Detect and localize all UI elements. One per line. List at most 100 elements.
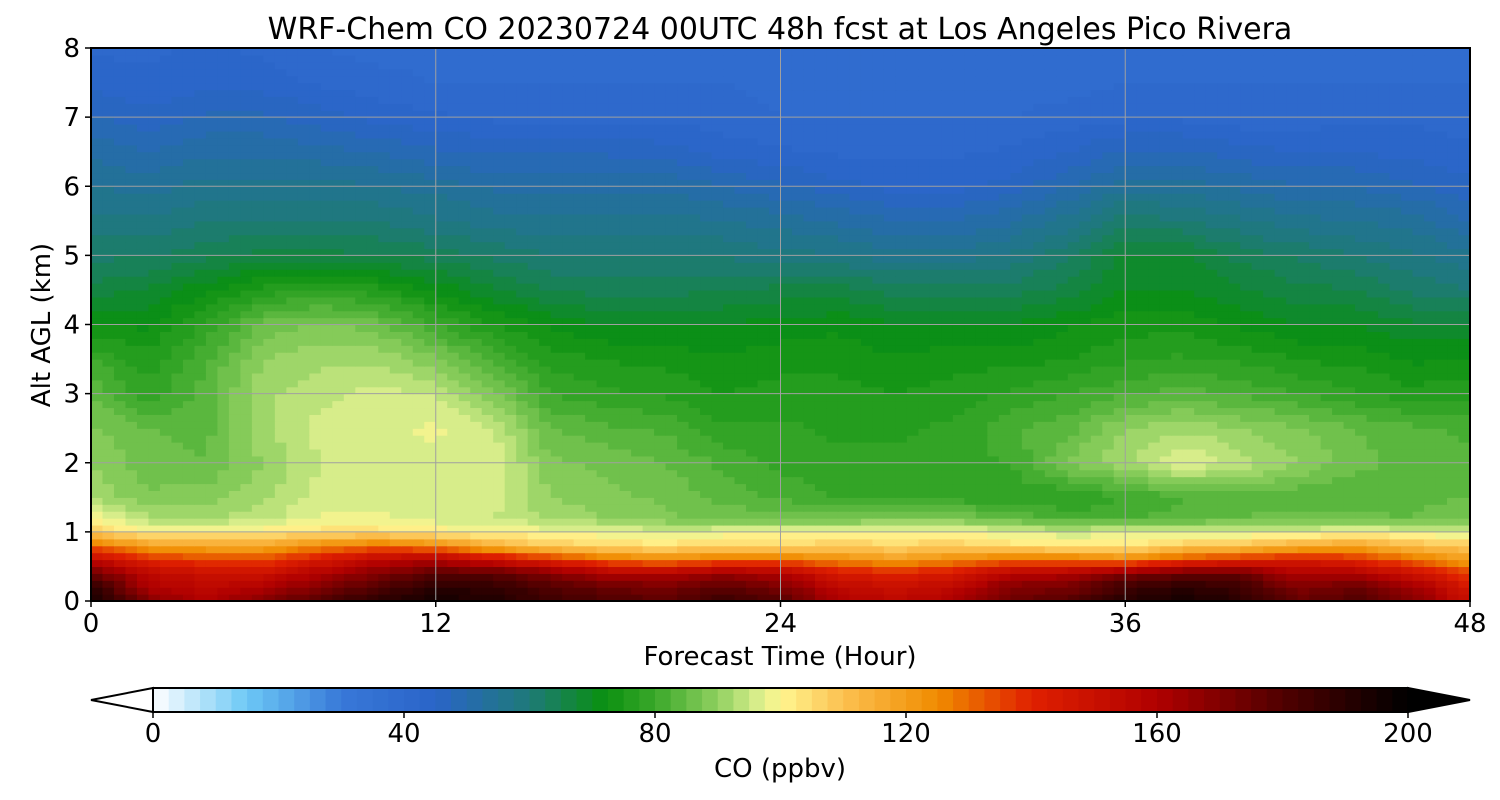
heatmap-cell — [1458, 518, 1470, 526]
heatmap-cell — [757, 386, 770, 395]
heatmap-cell — [929, 566, 942, 574]
heatmap-cell — [1389, 407, 1402, 415]
heatmap-cell — [1320, 359, 1333, 367]
heatmap-cell — [1458, 324, 1470, 333]
heatmap-cell — [826, 400, 839, 409]
heatmap-cell — [240, 393, 253, 402]
heatmap-cell — [182, 393, 196, 402]
heatmap-cell — [1343, 352, 1356, 360]
heatmap-cell — [631, 497, 644, 505]
heatmap-cell — [251, 552, 264, 561]
heatmap-cell — [573, 462, 586, 471]
heatmap-cell — [688, 594, 701, 601]
heatmap-cell — [642, 566, 655, 574]
heatmap-cell — [550, 518, 563, 526]
heatmap-cell — [332, 379, 345, 388]
heatmap-cell — [470, 580, 483, 588]
heatmap-cell — [125, 435, 138, 443]
heatmap-cell — [447, 352, 460, 360]
heatmap-cell — [769, 580, 782, 588]
heatmap-cell — [286, 386, 299, 395]
heatmap-cell — [125, 497, 138, 505]
heatmap-cell — [711, 483, 724, 491]
heatmap-cell — [1240, 518, 1253, 526]
heatmap-cell — [240, 573, 253, 581]
heatmap-cell — [401, 442, 414, 450]
heatmap-cell — [320, 573, 333, 581]
heatmap-cell — [205, 407, 219, 415]
heatmap-cell — [481, 359, 494, 367]
heatmap-cell — [700, 338, 713, 346]
heatmap-cell — [791, 594, 805, 601]
heatmap-cell — [654, 524, 667, 533]
heatmap-cell — [389, 393, 402, 402]
heatmap-cell — [757, 359, 770, 367]
heatmap-cell — [1424, 573, 1437, 581]
heatmap-cell — [481, 531, 494, 540]
heatmap-cell — [711, 365, 724, 374]
heatmap-cell — [1056, 435, 1069, 443]
heatmap-cell — [573, 552, 586, 561]
heatmap-cell — [378, 421, 391, 429]
heatmap-cell — [1125, 552, 1138, 561]
heatmap-cell — [493, 573, 506, 581]
heatmap-cell — [987, 393, 1000, 402]
heatmap-cell — [263, 379, 276, 388]
heatmap-cell — [205, 379, 219, 388]
heatmap-cell — [1217, 359, 1230, 367]
heatmap-cell — [286, 573, 299, 581]
heatmap-cell — [791, 469, 805, 478]
heatmap-cell — [113, 345, 127, 353]
heatmap-cell — [251, 393, 264, 402]
heatmap-cell — [1067, 435, 1080, 443]
heatmap-cell — [1194, 372, 1207, 381]
heatmap-cell — [182, 345, 196, 353]
heatmap-cell — [711, 400, 724, 409]
heatmap-cell — [1378, 442, 1391, 450]
heatmap-cell — [1263, 531, 1276, 540]
heatmap-cell — [424, 359, 437, 367]
heatmap-cell — [136, 365, 150, 374]
heatmap-cell — [654, 352, 667, 360]
heatmap-cell — [171, 379, 184, 388]
heatmap-cell — [366, 400, 379, 409]
heatmap-cell — [1194, 531, 1207, 540]
heatmap-cell — [562, 518, 575, 526]
heatmap-cell — [952, 559, 965, 568]
heatmap-cell — [596, 414, 609, 422]
heatmap-cell — [493, 428, 506, 436]
heatmap-cell — [1067, 538, 1080, 547]
heatmap-cell — [780, 324, 793, 333]
heatmap-cell — [274, 559, 287, 568]
heatmap-cell — [240, 345, 253, 353]
heatmap-cell — [274, 324, 287, 333]
heatmap-cell — [91, 455, 104, 464]
heatmap-cell — [814, 324, 828, 333]
heatmap-cell — [527, 365, 540, 374]
heatmap-cell — [1194, 483, 1207, 491]
heatmap-cell — [263, 511, 276, 519]
heatmap-cell — [631, 386, 644, 395]
heatmap-cell — [1205, 594, 1218, 601]
heatmap-cell — [366, 414, 379, 422]
heatmap-cell — [631, 455, 644, 464]
heatmap-cell — [217, 324, 230, 333]
heatmap-cell — [1021, 545, 1034, 554]
heatmap-cell — [769, 421, 782, 429]
heatmap-cell — [217, 552, 230, 561]
heatmap-cell — [309, 317, 322, 326]
heatmap-cell — [378, 545, 391, 554]
heatmap-cell — [194, 476, 207, 485]
heatmap-cell — [171, 511, 184, 519]
heatmap-cell — [1447, 511, 1460, 519]
heatmap-cell — [562, 365, 575, 374]
heatmap-cell — [1044, 393, 1057, 402]
heatmap-cell — [929, 594, 942, 601]
heatmap-cell — [1136, 359, 1149, 367]
heatmap-cell — [171, 407, 184, 415]
heatmap-cell — [1148, 324, 1161, 333]
heatmap-cell — [1389, 469, 1402, 478]
heatmap-cell — [906, 407, 919, 415]
heatmap-cell — [826, 414, 839, 422]
heatmap-cell — [102, 317, 115, 326]
